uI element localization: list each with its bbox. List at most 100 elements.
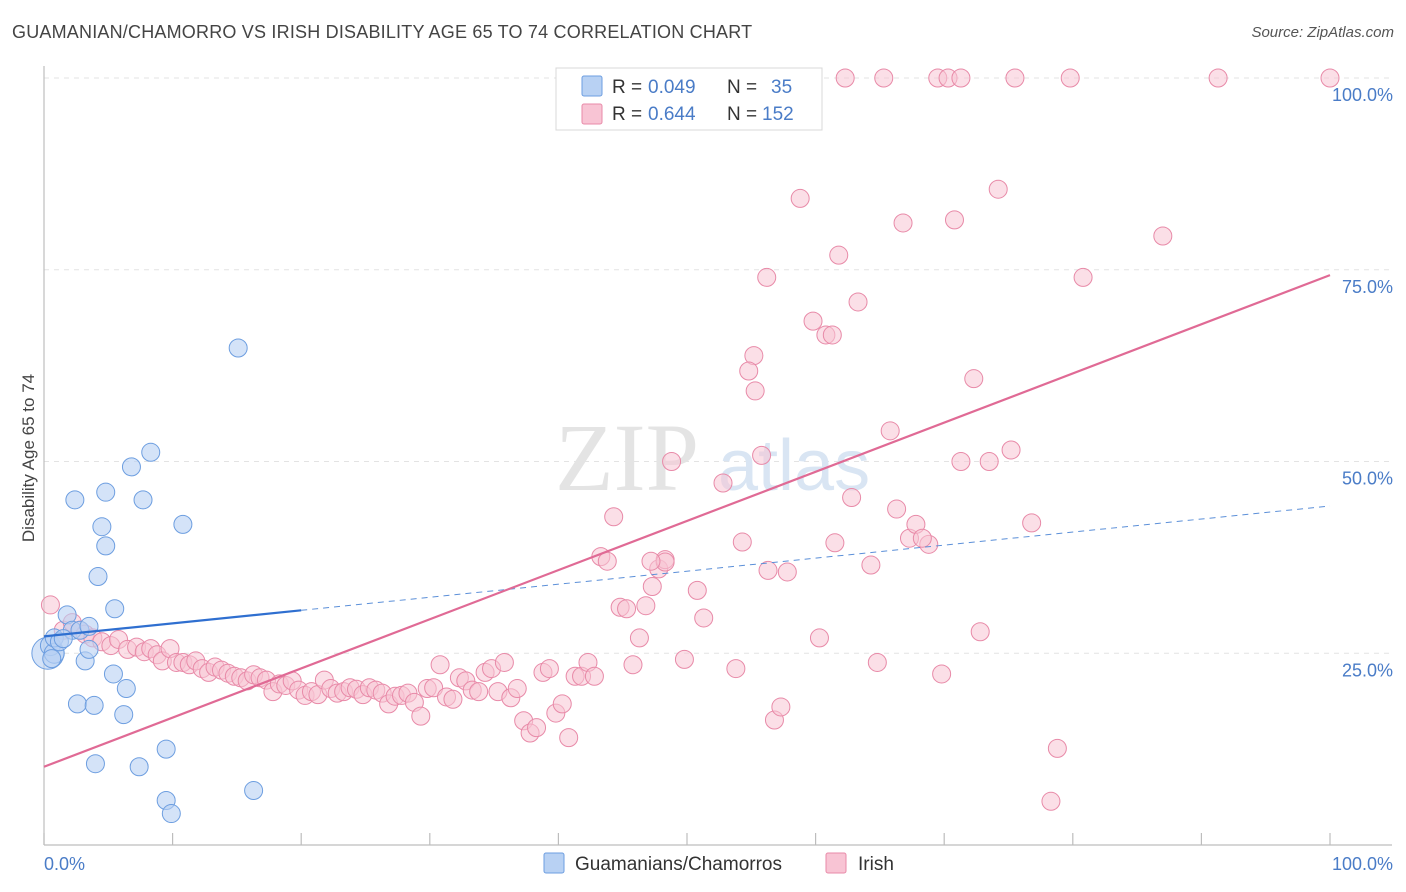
irish-point: [777, 562, 797, 582]
guamanian-point: [85, 754, 105, 774]
irish-point: [912, 528, 932, 548]
legend-n-value-guamanian: 35: [771, 77, 792, 98]
irish-point: [539, 659, 559, 679]
guamanian-point: [133, 490, 153, 510]
guamanian-point: [65, 490, 85, 510]
irish-point: [527, 718, 547, 738]
irish-point: [1001, 440, 1021, 460]
guamanian-point: [161, 804, 181, 824]
guamanian-point: [156, 739, 176, 759]
tick-labels: 25.0% 50.0% 75.0% 100.0% 0.0% 100.0%: [44, 85, 1393, 874]
legend-n-value-irish: 152: [762, 104, 794, 125]
irish-point: [424, 678, 444, 698]
irish-point: [771, 697, 791, 717]
legend-r-value-irish: 0.644: [648, 104, 696, 125]
guamanian-point: [244, 781, 264, 801]
guamanian-trend-line: [43, 609, 302, 638]
irish-point: [617, 599, 637, 619]
y-axis-label: Disability Age 65 to 74: [19, 374, 38, 542]
irish-point: [874, 68, 894, 88]
irish-point: [732, 532, 752, 552]
watermark: ZIP atlas: [555, 404, 870, 511]
chart-title: GUAMANIAN/CHAMORRO VS IRISH DISABILITY A…: [12, 22, 753, 42]
irish-point: [1005, 68, 1025, 88]
irish-point: [40, 595, 60, 615]
irish-point: [739, 361, 759, 381]
irish-point: [758, 560, 778, 580]
series-legend: Guamanians/Chamorros Irish: [543, 852, 894, 875]
irish-point: [988, 179, 1008, 199]
irish-point: [745, 381, 765, 401]
irish-point: [825, 533, 845, 553]
guamanian-point: [79, 639, 99, 659]
irish-point: [411, 706, 431, 726]
irish-point: [835, 68, 855, 88]
y-tick-label-100: 100.0%: [1332, 85, 1393, 105]
irish-point: [1047, 738, 1067, 758]
legend-r-value-guamanian: 0.049: [648, 77, 696, 98]
irish-point: [790, 188, 810, 208]
irish-point: [979, 452, 999, 471]
irish-point: [604, 507, 624, 527]
guamanian-point: [96, 536, 116, 556]
guamanian-point: [84, 695, 104, 715]
irish-point: [829, 245, 849, 265]
legend-r-label-1: R =: [612, 77, 642, 98]
source-label: Source: ZipAtlas.com: [1251, 24, 1394, 41]
legend-n-label-1: N =: [727, 77, 757, 98]
irish-point: [623, 655, 643, 675]
irish-point: [641, 551, 661, 571]
guamanian-point: [129, 757, 149, 777]
irish-point: [674, 649, 694, 669]
irish-point: [636, 596, 656, 616]
irish-point: [1060, 68, 1080, 88]
irish-point: [584, 666, 604, 686]
irish-points: [40, 68, 1340, 811]
irish-point: [713, 473, 733, 493]
guamanian-point: [114, 705, 134, 725]
irish-point: [469, 682, 489, 702]
bottom-legend-guamanian: Guamanians/Chamorros: [575, 854, 782, 875]
legend-r-label-2: R =: [612, 104, 642, 125]
guamanian-point: [105, 599, 125, 619]
irish-point: [887, 499, 907, 519]
irish-point: [861, 555, 881, 575]
guamanian-point: [228, 338, 248, 358]
irish-point: [662, 452, 682, 471]
irish-point: [848, 292, 868, 312]
bottom-legend-swatch-guamanian: [543, 852, 565, 874]
irish-point: [803, 311, 823, 331]
y-tick-label-75: 75.0%: [1342, 277, 1393, 297]
irish-point: [964, 369, 984, 389]
irish-point: [694, 608, 714, 628]
irish-point: [867, 652, 887, 672]
irish-point: [443, 689, 463, 709]
irish-point: [629, 628, 649, 648]
guamanian-point: [53, 629, 73, 649]
irish-point: [951, 452, 971, 471]
irish-point: [951, 68, 971, 88]
guamanian-point: [92, 517, 112, 537]
legend-swatch-guamanian: [581, 75, 603, 97]
trend-lines: [43, 274, 1331, 768]
irish-point: [932, 664, 952, 684]
irish-point: [970, 622, 990, 642]
x-tick-label-0: 0.0%: [44, 854, 85, 874]
guamanian-point: [103, 664, 123, 684]
irish-point: [1022, 513, 1042, 533]
guamanian-point: [42, 649, 62, 669]
irish-point: [430, 655, 450, 675]
irish-point: [757, 267, 777, 287]
y-tick-label-50: 50.0%: [1342, 469, 1393, 489]
irish-point: [1041, 791, 1061, 811]
irish-trend-line: [43, 274, 1331, 768]
guamanian-point: [173, 514, 193, 534]
irish-point: [507, 679, 527, 699]
guamanian-point: [67, 694, 87, 714]
correlation-legend: R = 0.049 N = 35 R = 0.644 N = 152: [555, 67, 823, 131]
irish-point: [494, 652, 514, 672]
irish-point: [809, 628, 829, 648]
legend-n-label-2: N =: [727, 104, 757, 125]
bottom-legend-irish: Irish: [858, 854, 894, 875]
